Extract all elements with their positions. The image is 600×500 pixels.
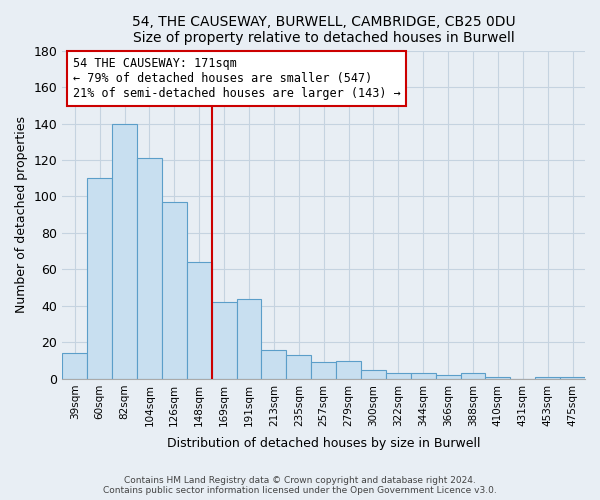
Bar [411,374,436,379]
Bar [336,360,361,379]
Bar [87,178,112,379]
Bar [461,374,485,379]
Bar [311,362,336,379]
Bar [236,298,262,379]
Bar [162,202,187,379]
Bar [212,302,236,379]
Text: Contains HM Land Registry data © Crown copyright and database right 2024.
Contai: Contains HM Land Registry data © Crown c… [103,476,497,495]
Bar [286,355,311,379]
Y-axis label: Number of detached properties: Number of detached properties [15,116,28,313]
Bar [560,377,585,379]
Bar [485,377,511,379]
Bar [137,158,162,379]
Bar [361,370,386,379]
Bar [187,262,212,379]
X-axis label: Distribution of detached houses by size in Burwell: Distribution of detached houses by size … [167,437,481,450]
Text: 54 THE CAUSEWAY: 171sqm
← 79% of detached houses are smaller (547)
21% of semi-d: 54 THE CAUSEWAY: 171sqm ← 79% of detache… [73,57,400,100]
Bar [262,350,286,379]
Title: 54, THE CAUSEWAY, BURWELL, CAMBRIDGE, CB25 0DU
Size of property relative to deta: 54, THE CAUSEWAY, BURWELL, CAMBRIDGE, CB… [132,15,515,45]
Bar [436,376,461,379]
Bar [112,124,137,379]
Bar [535,377,560,379]
Bar [62,354,87,379]
Bar [386,374,411,379]
